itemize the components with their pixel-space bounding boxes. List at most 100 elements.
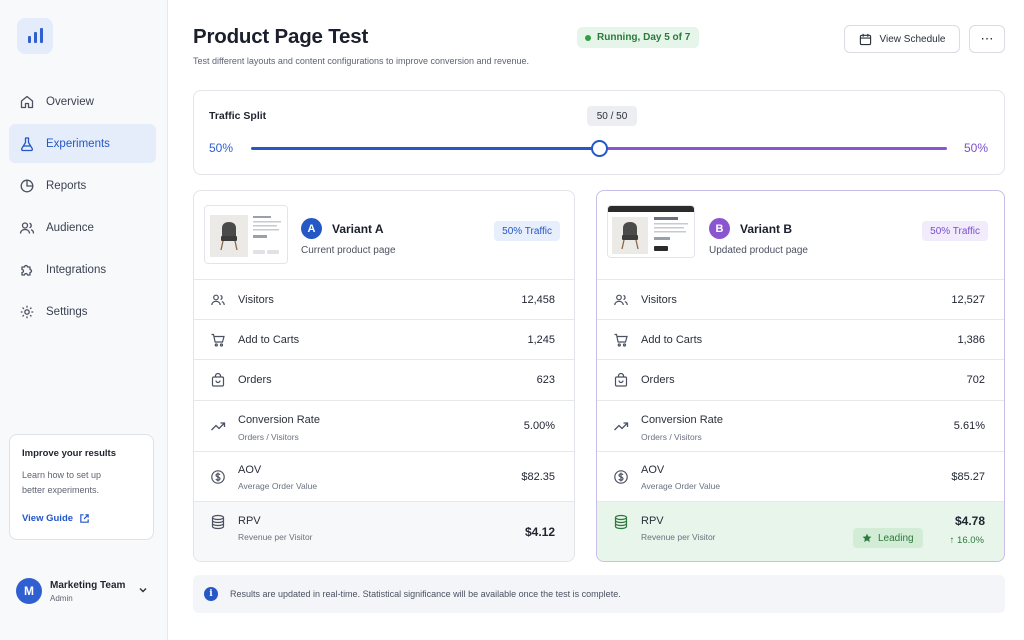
shopping-bag-icon bbox=[211, 372, 225, 387]
rpv-lift: ↑ 16.0% bbox=[949, 535, 984, 546]
pie-chart-icon bbox=[20, 179, 34, 192]
sidebar-item-settings[interactable]: Settings bbox=[9, 292, 156, 331]
info-icon: i bbox=[204, 587, 218, 601]
cart-icon bbox=[211, 333, 225, 347]
variant-a-preview-image[interactable] bbox=[204, 205, 288, 264]
metric-sublabel: Average Order Value bbox=[641, 481, 721, 491]
user-menu[interactable]: M Marketing Team Admin bbox=[16, 576, 156, 606]
metric-label: AOV bbox=[641, 464, 665, 476]
metric-row-orders: Orders 623 bbox=[194, 360, 574, 401]
user-role: Admin bbox=[50, 593, 73, 603]
promo-title: Improve your results bbox=[22, 448, 116, 459]
metric-sublabel: Revenue per Visitor bbox=[238, 532, 313, 542]
view-schedule-button[interactable]: View Schedule bbox=[844, 25, 960, 53]
database-icon bbox=[211, 514, 225, 530]
sidebar: Overview Experiments Reports Audience In… bbox=[0, 0, 168, 640]
slider-thumb[interactable] bbox=[591, 140, 608, 157]
metric-value: $4.12 bbox=[524, 525, 555, 539]
metric-value: 623 bbox=[536, 374, 555, 386]
trending-up-icon bbox=[211, 422, 226, 431]
metric-value: 12,527 bbox=[951, 293, 985, 306]
variant-b-header: B Variant B Updated product page 50% Tra… bbox=[597, 191, 1004, 280]
sidebar-item-label: Overview bbox=[46, 95, 94, 108]
app-logo-icon[interactable] bbox=[17, 18, 53, 54]
metric-value: 5.61% bbox=[953, 420, 985, 432]
sidebar-item-label: Integrations bbox=[46, 263, 107, 276]
metric-value: 5.00% bbox=[523, 420, 555, 432]
variant-b-description: Updated product page bbox=[709, 245, 808, 256]
metric-label: Orders bbox=[641, 374, 675, 386]
gear-icon bbox=[20, 305, 34, 318]
leading-label: Leading bbox=[878, 532, 914, 544]
metric-label: Conversion Rate bbox=[238, 414, 320, 426]
more-options-button[interactable]: ⋯ bbox=[969, 25, 1005, 53]
variant-a-badge: A bbox=[301, 218, 322, 239]
metric-value: 1,245 bbox=[527, 333, 555, 346]
variant-b-badge: B bbox=[709, 218, 730, 239]
variant-a-description: Current product page bbox=[301, 245, 396, 256]
page-title: Product Page Test bbox=[193, 25, 369, 48]
sidebar-item-audience[interactable]: Audience bbox=[9, 208, 156, 247]
metric-value: $4.78 bbox=[954, 514, 985, 528]
variant-b-name: Variant B bbox=[740, 222, 793, 236]
metric-label: RPV bbox=[238, 515, 261, 527]
metric-row-conversion-rate: Conversion Rate Orders / Visitors 5.61% bbox=[597, 401, 1004, 452]
metric-value: 1,386 bbox=[957, 333, 985, 346]
info-banner: i Results are updated in real-time. Stat… bbox=[193, 575, 1005, 613]
metric-label: Orders bbox=[238, 374, 272, 386]
metric-row-conversion-rate: Conversion Rate Orders / Visitors 5.00% bbox=[194, 401, 574, 452]
database-icon bbox=[614, 514, 628, 530]
metric-row-aov: AOV Average Order Value $85.27 bbox=[597, 452, 1004, 502]
view-guide-label: View Guide bbox=[22, 513, 74, 524]
variant-a-name: Variant A bbox=[332, 222, 384, 236]
users-icon bbox=[614, 294, 628, 305]
sidebar-item-integrations[interactable]: Integrations bbox=[9, 250, 156, 289]
slider-track-variant-a bbox=[251, 147, 599, 150]
dollar-icon bbox=[614, 469, 628, 484]
page-subtitle: Test different layouts and content confi… bbox=[193, 56, 530, 66]
view-guide-link[interactable]: View Guide bbox=[22, 513, 90, 524]
slider-track-variant-b bbox=[599, 147, 947, 150]
shopping-bag-icon bbox=[614, 372, 628, 387]
status-badge: Running, Day 5 of 7 bbox=[577, 27, 700, 48]
puzzle-icon bbox=[21, 264, 33, 276]
metric-row-rpv: RPV Revenue per Visitor Leading $4.78 ↑ … bbox=[597, 502, 1004, 561]
calendar-icon bbox=[859, 33, 871, 45]
view-schedule-label: View Schedule bbox=[879, 33, 946, 45]
metric-sublabel: Orders / Visitors bbox=[641, 432, 702, 442]
sidebar-item-reports[interactable]: Reports bbox=[9, 166, 156, 205]
metric-value: 702 bbox=[966, 374, 985, 386]
external-link-icon bbox=[80, 514, 89, 523]
traffic-split-slider[interactable] bbox=[251, 140, 947, 157]
star-icon bbox=[862, 533, 872, 542]
metric-row-visitors: Visitors 12,458 bbox=[194, 280, 574, 320]
metric-row-visitors: Visitors 12,527 bbox=[597, 280, 1004, 320]
metric-row-add-to-carts: Add to Carts 1,245 bbox=[194, 320, 574, 360]
metric-sublabel: Revenue per Visitor bbox=[641, 532, 716, 542]
sidebar-item-label: Reports bbox=[46, 179, 87, 192]
users-icon bbox=[19, 221, 35, 234]
status-text: Running, Day 5 of 7 bbox=[597, 32, 691, 43]
metric-row-aov: AOV Average Order Value $82.35 bbox=[194, 452, 574, 502]
variant-a-card: A Variant A Current product page 50% Tra… bbox=[193, 190, 575, 562]
user-name: Marketing Team bbox=[50, 579, 126, 591]
sidebar-nav: Overview Experiments Reports Audience In… bbox=[9, 82, 156, 334]
metric-row-rpv: RPV Revenue per Visitor $4.12 bbox=[194, 502, 574, 561]
variant-b-card: B Variant B Updated product page 50% Tra… bbox=[596, 190, 1005, 562]
chevron-down-icon bbox=[139, 588, 147, 593]
home-icon bbox=[20, 95, 34, 108]
trending-up-icon bbox=[614, 422, 629, 431]
metric-label: Visitors bbox=[238, 293, 274, 306]
sidebar-item-experiments[interactable]: Experiments bbox=[9, 124, 156, 163]
sidebar-item-label: Settings bbox=[46, 305, 88, 318]
metric-value: $85.27 bbox=[951, 470, 985, 483]
metric-label: Conversion Rate bbox=[641, 414, 723, 426]
sidebar-item-overview[interactable]: Overview bbox=[9, 82, 156, 121]
leading-badge: Leading bbox=[853, 528, 923, 548]
traffic-split-value: 50 / 50 bbox=[587, 106, 637, 126]
variant-b-preview-image[interactable] bbox=[607, 205, 695, 258]
cart-icon bbox=[614, 333, 628, 347]
metric-row-orders: Orders 702 bbox=[597, 360, 1004, 401]
promo-card: Improve your results Learn how to set up… bbox=[9, 434, 154, 540]
avatar: M bbox=[16, 578, 42, 604]
